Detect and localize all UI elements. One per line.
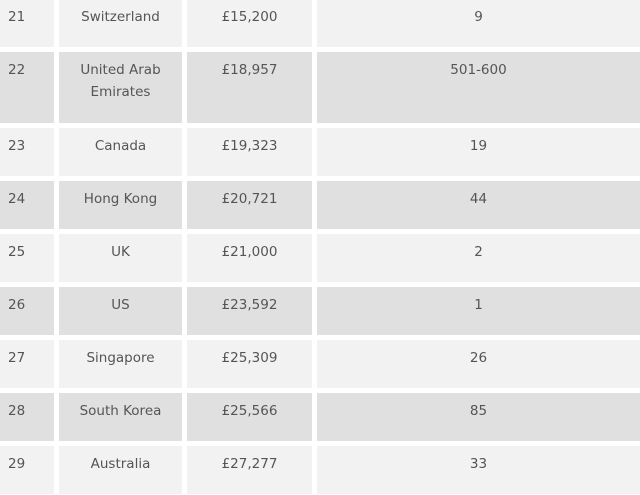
rank-cell: 28 — [0, 393, 54, 441]
rank-cell: 21 — [0, 0, 54, 47]
ranking-cell: 44 — [317, 181, 640, 229]
rank-cell: 29 — [0, 446, 54, 494]
country-cell: UK — [59, 234, 182, 282]
country-cell: US — [59, 287, 182, 335]
table-row: 21 Switzerland £15,200 9 — [0, 0, 640, 47]
table-row: 25 UK £21,000 2 — [0, 234, 640, 282]
ranking-cell: 9 — [317, 0, 640, 47]
country-cell: Hong Kong — [59, 181, 182, 229]
country-cell: Canada — [59, 128, 182, 176]
rank-cell: 23 — [0, 128, 54, 176]
rank-cell: 24 — [0, 181, 54, 229]
cost-cell: £19,323 — [187, 128, 312, 176]
country-cell: United Arab Emirates — [59, 52, 182, 123]
table-row: 28 South Korea £25,566 85 — [0, 393, 640, 441]
ranking-cell: 33 — [317, 446, 640, 494]
table-row: 27 Singapore £25,309 26 — [0, 340, 640, 388]
cost-cell: £20,721 — [187, 181, 312, 229]
ranking-cell: 85 — [317, 393, 640, 441]
country-cell: Singapore — [59, 340, 182, 388]
cost-cell: £27,277 — [187, 446, 312, 494]
rank-cell: 26 — [0, 287, 54, 335]
ranking-cell: 501-600 — [317, 52, 640, 123]
table-row: 26 US £23,592 1 — [0, 287, 640, 335]
table-row: 24 Hong Kong £20,721 44 — [0, 181, 640, 229]
cost-cell: £18,957 — [187, 52, 312, 123]
cost-cell: £21,000 — [187, 234, 312, 282]
cost-cell: £25,309 — [187, 340, 312, 388]
ranking-cell: 2 — [317, 234, 640, 282]
ranking-cell: 19 — [317, 128, 640, 176]
country-cell: South Korea — [59, 393, 182, 441]
rank-cell: 27 — [0, 340, 54, 388]
table-row: 22 United Arab Emirates £18,957 501-600 — [0, 52, 640, 123]
cost-cell: £15,200 — [187, 0, 312, 47]
country-cell: Australia — [59, 446, 182, 494]
rank-cell: 25 — [0, 234, 54, 282]
table-row: 23 Canada £19,323 19 — [0, 128, 640, 176]
cost-cell: £25,566 — [187, 393, 312, 441]
ranking-cell: 26 — [317, 340, 640, 388]
rank-cell: 22 — [0, 52, 54, 123]
ranking-cell: 1 — [317, 287, 640, 335]
cost-cell: £23,592 — [187, 287, 312, 335]
table-row: 29 Australia £27,277 33 — [0, 446, 640, 494]
country-cell: Switzerland — [59, 0, 182, 47]
